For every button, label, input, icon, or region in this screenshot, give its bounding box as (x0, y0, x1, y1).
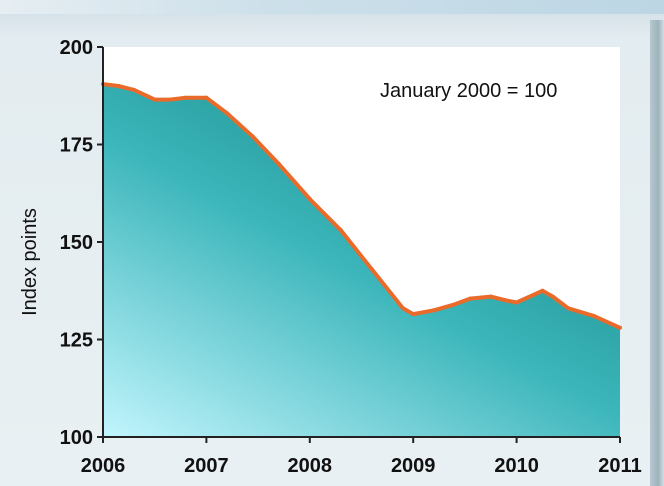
right-edge-shadow (650, 20, 664, 486)
data-point (411, 312, 416, 317)
data-point (183, 95, 188, 100)
data-point (488, 294, 493, 299)
data-point (618, 325, 622, 330)
data-point (307, 197, 312, 202)
y-tick-label: 100 (60, 427, 93, 449)
y-tick-label: 175 (60, 135, 93, 157)
data-point (168, 97, 173, 102)
data-point (566, 306, 571, 311)
top-strip (0, 0, 664, 14)
data-point (132, 87, 136, 92)
data-point (452, 302, 457, 307)
data-point (400, 306, 405, 311)
data-point (592, 314, 597, 319)
data-point (514, 300, 519, 305)
x-tick-label: 2009 (391, 455, 436, 477)
series-area (103, 84, 620, 437)
y-tick-label: 150 (60, 232, 93, 254)
y-tick-label: 125 (60, 330, 93, 352)
data-point (116, 84, 121, 88)
x-tick-label: 2006 (81, 455, 126, 477)
y-tick-label: 200 (60, 37, 93, 59)
data-point (225, 111, 230, 116)
data-point (276, 162, 281, 166)
x-tick-label: 2011 (598, 455, 641, 477)
data-point (204, 95, 209, 100)
x-tick-label: 2007 (184, 455, 229, 477)
data-point (504, 298, 509, 303)
data-point (152, 97, 157, 102)
series-line (102, 82, 621, 330)
data-point (468, 296, 473, 301)
x-tick-label: 2010 (494, 455, 539, 477)
data-point (540, 288, 545, 293)
y-axis-title: Index points (19, 208, 41, 316)
x-tick-label: 2008 (288, 455, 333, 477)
data-point (338, 228, 343, 233)
data-point (550, 294, 555, 299)
data-point (431, 308, 436, 313)
data-point (250, 134, 255, 139)
baseline-note: January 2000 = 100 (380, 80, 557, 102)
data-point (369, 267, 374, 272)
